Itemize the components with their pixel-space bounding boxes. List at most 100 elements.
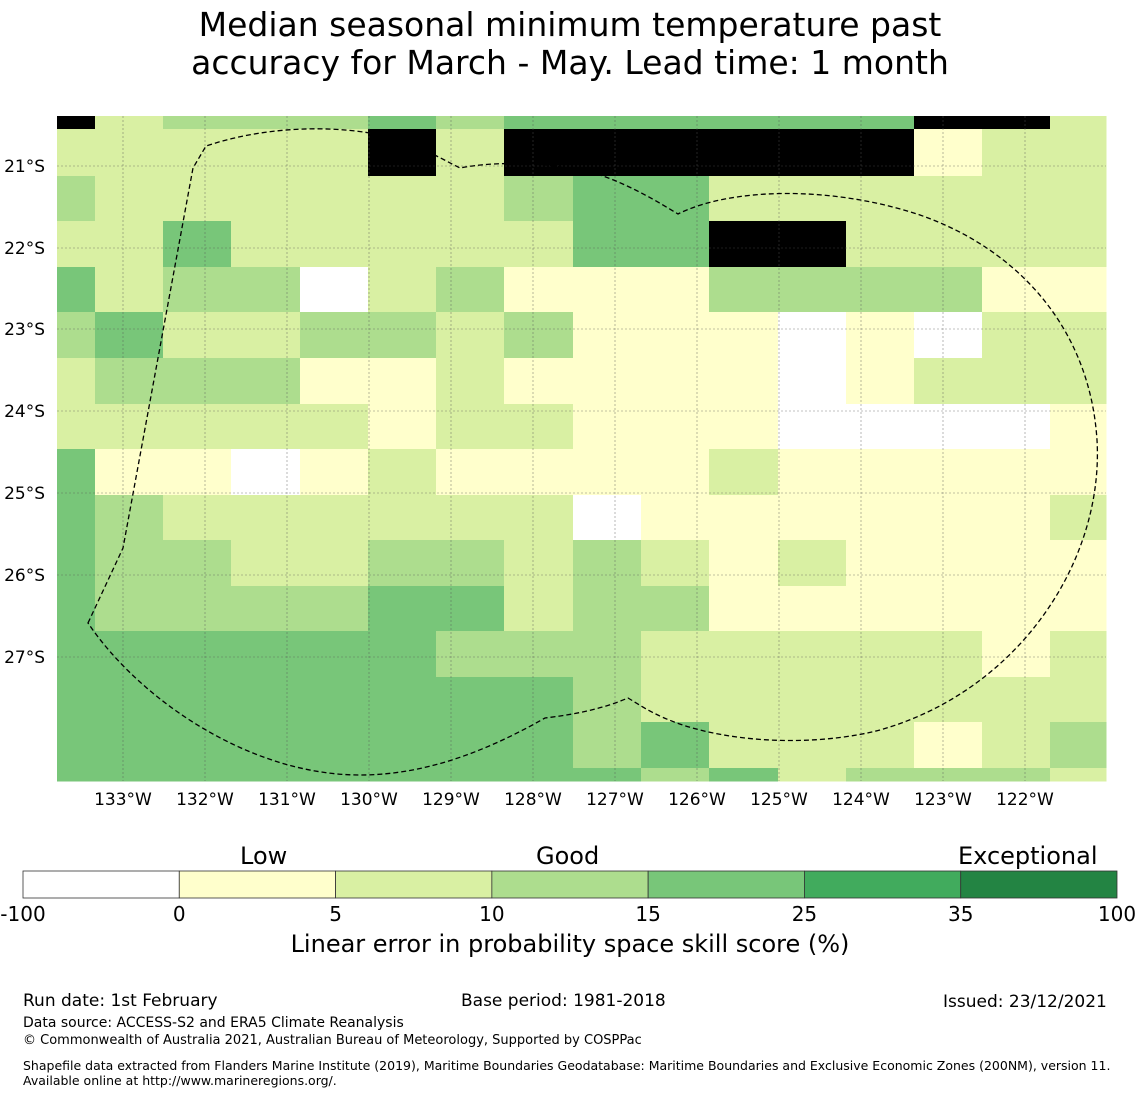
grid-cell bbox=[300, 358, 369, 405]
latitude-label: 24°S bbox=[4, 402, 45, 422]
colorbar-tick-label: 35 bbox=[947, 902, 974, 926]
grid-cell bbox=[231, 768, 301, 782]
grid-cell bbox=[641, 540, 710, 587]
grid-cell bbox=[368, 540, 437, 587]
grid-cell bbox=[778, 358, 847, 405]
grid-cell bbox=[300, 677, 369, 723]
grid-cell bbox=[709, 116, 779, 130]
grid-cell bbox=[846, 312, 915, 359]
grid-cell bbox=[573, 449, 642, 496]
grid-cell bbox=[778, 404, 847, 450]
grid-cell bbox=[163, 722, 232, 769]
grid-cell bbox=[846, 176, 915, 222]
graticule bbox=[57, 116, 1106, 781]
grid-cell bbox=[436, 404, 505, 450]
longitude-label: 129°W bbox=[422, 790, 480, 810]
grid-cell bbox=[914, 404, 983, 450]
colorbar-label-exceptional: Exceptional bbox=[958, 842, 1098, 870]
grid-cell bbox=[982, 221, 1051, 268]
grid-cell bbox=[709, 404, 779, 450]
grid-cell bbox=[231, 677, 301, 723]
title-line-2: accuracy for March - May. Lead time: 1 m… bbox=[191, 43, 949, 82]
grid-cell bbox=[982, 116, 1051, 130]
grid-cell bbox=[163, 358, 232, 405]
longitude-label: 133°W bbox=[94, 790, 152, 810]
colorbar-tick-label: 15 bbox=[635, 902, 661, 926]
grid-cell bbox=[982, 586, 1051, 632]
grid-cell bbox=[1050, 176, 1107, 222]
colorbar-tick-label: -100 bbox=[0, 902, 46, 926]
grid-cell bbox=[504, 221, 574, 268]
grid-cell bbox=[709, 768, 779, 782]
grid-cell bbox=[504, 722, 574, 769]
grid-cell bbox=[846, 221, 915, 268]
grid-cell bbox=[778, 768, 847, 782]
grid-cell bbox=[504, 358, 574, 405]
grid-cell bbox=[778, 586, 847, 632]
grid-cell bbox=[436, 312, 505, 359]
grid-cell bbox=[778, 129, 847, 177]
grid-cell bbox=[573, 495, 642, 541]
grid-cell bbox=[95, 722, 164, 769]
grid-cell bbox=[95, 449, 164, 496]
grid-cell bbox=[709, 312, 779, 359]
grid-cell bbox=[504, 449, 574, 496]
grid-cell bbox=[231, 358, 301, 405]
grid-cell bbox=[1050, 358, 1107, 405]
grid-cell bbox=[95, 358, 164, 405]
colorbar-label-low: Low bbox=[240, 842, 288, 870]
grid-cell bbox=[709, 129, 779, 177]
grid-cell bbox=[368, 404, 437, 450]
longitude-label: 123°W bbox=[914, 790, 972, 810]
grid-cell bbox=[57, 677, 96, 723]
grid-cell bbox=[982, 540, 1051, 587]
grid-cell bbox=[641, 495, 710, 541]
grid-cell bbox=[436, 449, 505, 496]
grid-cell bbox=[95, 495, 164, 541]
grid-cell bbox=[914, 449, 983, 496]
grid-cell bbox=[57, 631, 96, 678]
grid-cell bbox=[641, 586, 710, 632]
grid-cell bbox=[163, 586, 232, 632]
latitude-label: 23°S bbox=[4, 320, 45, 340]
grid-cell bbox=[573, 129, 642, 177]
grid-cell bbox=[1050, 267, 1107, 313]
grid-cell bbox=[95, 312, 164, 359]
grid-cell bbox=[982, 722, 1051, 769]
grid-cell bbox=[368, 129, 437, 177]
grid-cell bbox=[846, 768, 915, 782]
colorbar-axis-label: Linear error in probability space skill … bbox=[290, 930, 850, 958]
grid-cell bbox=[57, 221, 96, 268]
grid-cell bbox=[300, 540, 369, 587]
grid-cell bbox=[231, 586, 301, 632]
grid-cell bbox=[163, 540, 232, 587]
grid-cell bbox=[573, 312, 642, 359]
grid-cell bbox=[163, 221, 232, 268]
grid-cell bbox=[982, 176, 1051, 222]
grid-cell bbox=[231, 449, 301, 496]
grid-cell bbox=[368, 495, 437, 541]
grid-cell bbox=[57, 540, 96, 587]
grid-cell bbox=[573, 221, 642, 268]
longitude-label: 122°W bbox=[996, 790, 1054, 810]
grid-cell bbox=[709, 722, 779, 769]
grid-cell bbox=[300, 449, 369, 496]
grid-cell bbox=[573, 631, 642, 678]
grid-cell bbox=[1050, 722, 1107, 769]
data-source: Data source: ACCESS-S2 and ERA5 Climate … bbox=[23, 1015, 404, 1031]
grid-cell bbox=[846, 449, 915, 496]
grid-cell bbox=[641, 768, 710, 782]
grid-cell bbox=[504, 768, 574, 782]
grid-cell bbox=[1050, 312, 1107, 359]
grid-cell bbox=[436, 631, 505, 678]
grid-cell bbox=[231, 221, 301, 268]
grid-cell bbox=[778, 677, 847, 723]
grid-cell bbox=[231, 129, 301, 177]
grid-cell bbox=[641, 267, 710, 313]
grid-cell bbox=[57, 312, 96, 359]
grid-cell bbox=[778, 631, 847, 678]
grid-cell bbox=[914, 677, 983, 723]
grid-cell bbox=[300, 586, 369, 632]
grid-cell bbox=[709, 267, 779, 313]
grid-cell bbox=[300, 221, 369, 268]
